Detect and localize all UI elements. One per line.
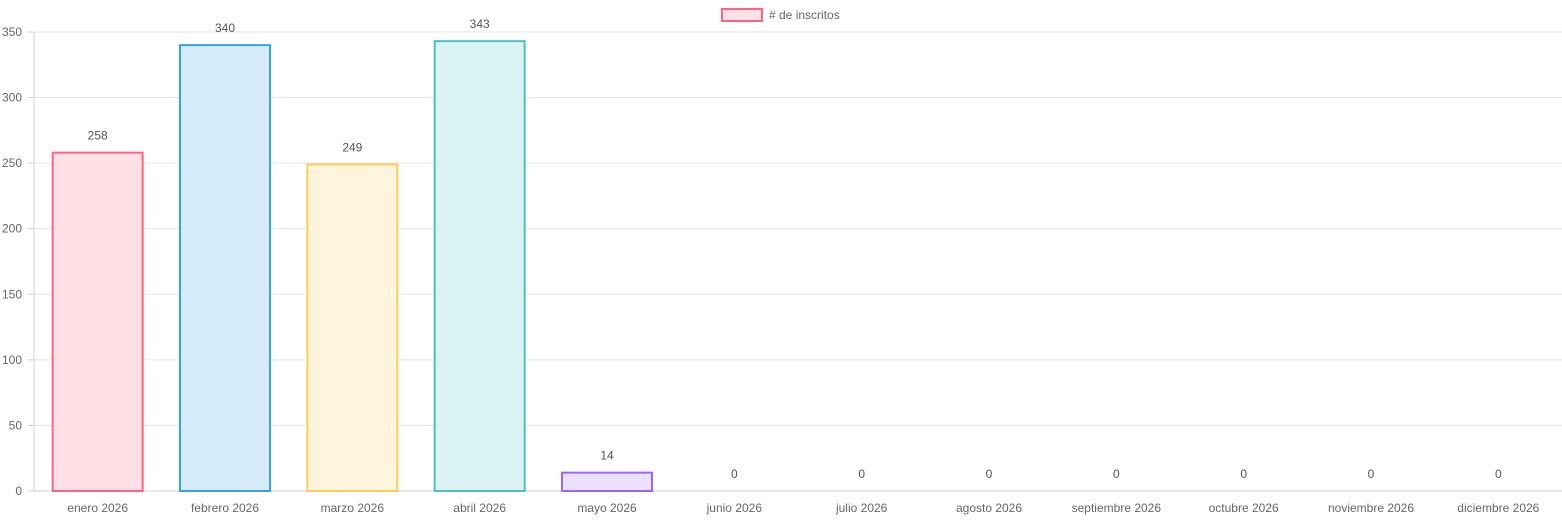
y-tick-label: 50: [9, 418, 23, 432]
x-tick-label: noviembre 2026: [1328, 501, 1414, 515]
x-tick-label: agosto 2026: [956, 501, 1022, 515]
bar-5: [561, 471, 653, 493]
bar-1: [51, 151, 144, 492]
bar-3: [306, 163, 399, 492]
data-label: 0: [1240, 467, 1247, 481]
data-label: 0: [858, 467, 865, 481]
data-label: 0: [1113, 467, 1120, 481]
x-tick-label: mayo 2026: [577, 501, 637, 515]
y-tick-label: 100: [2, 353, 22, 367]
y-tick-label: 0: [15, 484, 22, 498]
x-tick-label: abril 2026: [453, 501, 506, 515]
data-label: 258: [88, 129, 108, 143]
data-label: 340: [215, 21, 235, 35]
data-label: 249: [342, 140, 362, 154]
data-label: 0: [731, 467, 738, 481]
y-tick-label: 150: [2, 287, 22, 301]
y-tick-label: 200: [2, 222, 22, 236]
bar-4: [433, 40, 526, 493]
y-tick-label: 300: [2, 91, 22, 105]
legend-swatch: [721, 8, 763, 22]
data-label: 14: [600, 449, 614, 463]
x-tick-label: febrero 2026: [191, 501, 259, 515]
data-label: 343: [470, 17, 490, 31]
x-tick-label: diciembre 2026: [1457, 501, 1539, 515]
y-tick-label: 350: [2, 25, 22, 39]
x-tick-label: marzo 2026: [321, 501, 385, 515]
x-tick-label: octubre 2026: [1209, 501, 1279, 515]
x-tick-label: enero 2026: [67, 501, 128, 515]
y-tick-label: 250: [2, 156, 22, 170]
x-tick-label: septiembre 2026: [1072, 501, 1162, 515]
legend-label: # de inscritos: [769, 8, 840, 22]
data-label: 0: [1368, 467, 1375, 481]
x-tick-label: junio 2026: [706, 501, 763, 515]
bar-2: [179, 44, 271, 492]
data-label: 0: [986, 467, 993, 481]
data-label: 0: [1495, 467, 1502, 481]
x-tick-label: julio 2026: [835, 501, 888, 515]
